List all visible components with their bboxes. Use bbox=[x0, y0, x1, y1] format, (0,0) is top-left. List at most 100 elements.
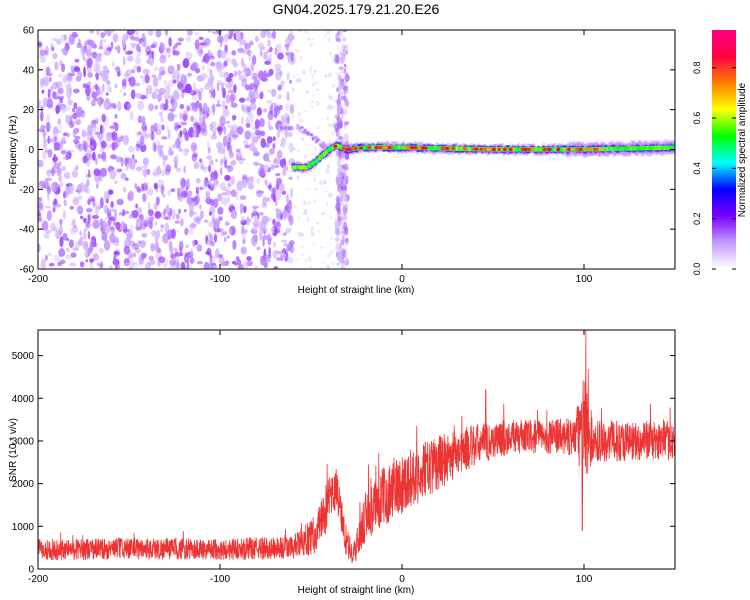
heatmap-cell bbox=[109, 226, 115, 231]
heatmap-cell bbox=[150, 131, 155, 141]
heatmap-cell bbox=[299, 118, 304, 123]
heatmap-cell bbox=[278, 104, 283, 111]
heatmap-cell bbox=[401, 145, 406, 150]
heatmap-cell bbox=[126, 55, 134, 62]
heatmap-cell bbox=[154, 221, 158, 226]
heatmap-cell bbox=[287, 132, 293, 138]
heatmap-cell bbox=[52, 156, 59, 162]
heatmap-cell bbox=[163, 208, 166, 216]
heatmap-cell bbox=[101, 47, 106, 52]
heatmap-cell bbox=[157, 144, 164, 152]
heatmap-cell bbox=[82, 241, 86, 250]
heatmap-cell bbox=[71, 31, 78, 39]
snr-panel: -200 -100 0 100 0 1000 2000 3000 4000 5000 Heigh… bbox=[8, 329, 676, 596]
heatmap-cell bbox=[342, 185, 348, 192]
heatmap-cell bbox=[272, 136, 276, 142]
heatmap-cell bbox=[223, 125, 227, 135]
heatmap-cell bbox=[181, 89, 185, 99]
heatmap-cell bbox=[207, 76, 215, 82]
heatmap-cell bbox=[113, 253, 117, 264]
heatmap-cell bbox=[522, 147, 527, 152]
heatmap-cell bbox=[341, 150, 345, 159]
heatmap-cell bbox=[198, 204, 202, 210]
heatmap-cell bbox=[152, 243, 160, 252]
heatmap-cell bbox=[54, 183, 61, 189]
heatmap-cell bbox=[296, 175, 300, 180]
colorbar-tick-label: 0.0 bbox=[692, 263, 702, 276]
heatmap-cell bbox=[216, 126, 223, 132]
heatmap-cell bbox=[336, 227, 341, 237]
heatmap-cell bbox=[77, 205, 84, 215]
heatmap-cell bbox=[41, 89, 45, 94]
heatmap-cell bbox=[131, 209, 139, 219]
heatmap-cell bbox=[173, 69, 181, 80]
heatmap-cell bbox=[76, 184, 82, 195]
heatmap-cell bbox=[183, 208, 187, 213]
heatmap-cell bbox=[59, 97, 63, 104]
heatmap-cell bbox=[42, 150, 47, 161]
heatmap-cell bbox=[57, 73, 63, 78]
heatmap-cell bbox=[292, 35, 295, 41]
heatmap-cell bbox=[89, 241, 93, 253]
heatmap-cell bbox=[40, 259, 46, 269]
heatmap-cell bbox=[159, 42, 164, 48]
heatmap-cell bbox=[185, 50, 193, 61]
heatmap-cell bbox=[216, 83, 220, 92]
heatmap-cell bbox=[178, 245, 183, 253]
heatmap-cell bbox=[253, 214, 259, 225]
heatmap-cell bbox=[52, 208, 56, 213]
heatmap-cell bbox=[103, 190, 108, 200]
heatmap-cell bbox=[199, 158, 203, 163]
heatmap-cell bbox=[208, 55, 216, 60]
heatmap-cell bbox=[174, 220, 180, 224]
heatmap-cell bbox=[323, 33, 327, 37]
heatmap-cell bbox=[179, 196, 184, 203]
heatmap-cell bbox=[215, 158, 218, 163]
heatmap-cell bbox=[57, 87, 64, 95]
y-tick-label: 0 bbox=[28, 145, 34, 156]
heatmap-cell bbox=[161, 124, 165, 131]
heatmap-cell bbox=[165, 47, 171, 54]
heatmap-cell bbox=[241, 173, 249, 179]
heatmap-cell bbox=[152, 142, 156, 153]
heatmap-cell bbox=[491, 147, 496, 152]
heatmap-cell bbox=[340, 226, 346, 231]
heatmap-cell bbox=[96, 52, 103, 57]
heatmap-cell bbox=[225, 71, 229, 78]
heatmap-cell bbox=[224, 236, 227, 243]
heatmap-cell bbox=[309, 265, 312, 269]
heatmap-cell bbox=[157, 73, 162, 82]
heatmap-cell bbox=[128, 145, 135, 153]
heatmap-cell bbox=[303, 128, 307, 132]
heatmap-cell bbox=[343, 173, 348, 179]
heatmap-cell bbox=[342, 48, 347, 54]
heatmap-cell bbox=[139, 134, 145, 146]
heatmap-cell bbox=[290, 246, 296, 253]
heatmap-cell bbox=[346, 147, 351, 152]
heatmap-cell bbox=[230, 175, 236, 185]
heatmap-cell bbox=[183, 148, 189, 157]
heatmap-cell bbox=[285, 103, 289, 112]
heatmap-cell bbox=[294, 48, 300, 53]
heatmap-cell bbox=[584, 147, 589, 152]
heatmap-cell bbox=[115, 221, 121, 231]
heatmap-cell bbox=[112, 33, 119, 43]
heatmap-cell bbox=[336, 128, 339, 134]
heatmap-cell bbox=[331, 131, 335, 136]
heatmap-cell bbox=[337, 151, 342, 161]
heatmap-cell bbox=[250, 212, 254, 219]
heatmap-cell bbox=[131, 154, 135, 161]
heatmap-cell bbox=[75, 118, 82, 126]
heatmap-cell bbox=[140, 75, 143, 79]
heatmap-cell bbox=[300, 232, 304, 237]
heatmap-cell bbox=[287, 210, 292, 221]
heatmap-cell bbox=[440, 146, 445, 150]
heatmap-cell bbox=[326, 104, 332, 111]
heatmap-cell bbox=[221, 100, 226, 110]
heatmap-cell bbox=[186, 105, 191, 112]
heatmap-cell bbox=[161, 136, 168, 140]
heatmap-cell bbox=[97, 153, 104, 159]
heatmap-cell bbox=[150, 124, 155, 134]
heatmap-cell bbox=[182, 58, 190, 69]
heatmap-cell bbox=[38, 42, 42, 47]
